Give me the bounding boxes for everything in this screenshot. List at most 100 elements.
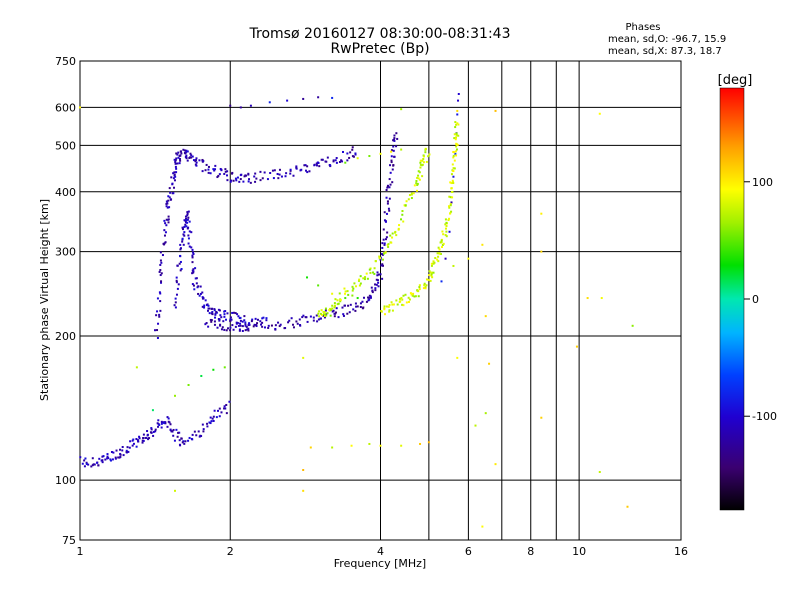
echo-point xyxy=(226,170,229,173)
echo-point xyxy=(445,225,448,228)
echo-point xyxy=(186,214,189,217)
echo-point xyxy=(455,145,458,148)
echo-point xyxy=(392,145,395,148)
echo-point xyxy=(236,176,239,179)
echo-point xyxy=(354,309,357,312)
echo-point xyxy=(407,296,410,299)
echo-point xyxy=(413,184,416,187)
echo-point xyxy=(429,279,432,282)
echo-point xyxy=(359,302,362,305)
echo-point xyxy=(216,326,219,329)
echo-point xyxy=(395,234,398,237)
echo-point xyxy=(324,307,327,310)
echo-point xyxy=(243,319,246,322)
echo-point xyxy=(195,157,198,160)
echo-point xyxy=(419,442,422,445)
echo-point xyxy=(261,317,264,320)
echo-point xyxy=(192,252,195,255)
echo-point xyxy=(186,227,189,230)
echo-point xyxy=(173,304,176,307)
echo-point xyxy=(315,164,318,167)
echo-point xyxy=(401,210,404,213)
echo-point xyxy=(154,329,157,332)
echo-point xyxy=(398,297,401,300)
echo-point xyxy=(393,137,396,140)
echo-point xyxy=(441,243,444,246)
echo-point xyxy=(289,168,292,171)
echo-point xyxy=(449,181,452,184)
echo-point xyxy=(159,259,162,262)
echo-point xyxy=(384,238,387,241)
echo-point xyxy=(176,153,179,156)
echo-point xyxy=(317,284,320,287)
echo-point xyxy=(359,275,362,278)
echo-point xyxy=(453,137,456,140)
echo-point xyxy=(445,221,448,224)
echo-point xyxy=(371,291,374,294)
echo-point xyxy=(402,294,405,297)
echo-point xyxy=(238,329,241,332)
echo-point xyxy=(117,456,120,459)
echo-point xyxy=(225,329,228,332)
echo-point xyxy=(150,428,153,431)
echo-point xyxy=(315,162,318,165)
echo-point xyxy=(319,317,322,320)
colorbar-label: [deg] xyxy=(718,73,753,88)
echo-point xyxy=(364,276,367,279)
echo-point xyxy=(151,409,154,412)
echo-point xyxy=(323,313,326,316)
echo-point xyxy=(278,168,281,171)
echo-point xyxy=(444,233,447,236)
echo-point xyxy=(449,212,452,215)
echo-point xyxy=(381,277,384,280)
echo-point xyxy=(211,307,214,310)
echo-point xyxy=(404,293,407,296)
echo-point xyxy=(456,109,459,112)
echo-point xyxy=(412,192,415,195)
echo-point xyxy=(377,281,380,284)
echo-point xyxy=(298,318,301,321)
echo-point xyxy=(273,169,276,172)
echo-point xyxy=(187,210,190,213)
echo-point xyxy=(359,282,362,285)
echo-point xyxy=(339,299,342,302)
echo-point xyxy=(241,325,244,328)
echo-point xyxy=(204,169,207,172)
echo-point xyxy=(177,151,180,154)
echo-point xyxy=(431,276,434,279)
echo-point xyxy=(413,295,416,298)
echo-point xyxy=(244,174,247,177)
echo-point xyxy=(386,202,389,205)
echo-point xyxy=(295,166,298,169)
echo-point xyxy=(453,159,456,162)
echo-point xyxy=(368,442,371,445)
echo-point xyxy=(253,175,256,178)
echo-point xyxy=(456,113,459,116)
echo-point xyxy=(354,153,357,156)
echo-point xyxy=(383,219,386,222)
echo-point xyxy=(173,439,176,442)
echo-point xyxy=(179,254,182,257)
echo-point xyxy=(305,316,308,319)
echo-point xyxy=(141,439,144,442)
echo-point xyxy=(208,307,211,310)
echo-point xyxy=(142,437,145,440)
echo-point xyxy=(201,291,204,294)
echo-point xyxy=(173,489,176,492)
echo-point xyxy=(164,421,167,424)
echo-point xyxy=(304,164,307,167)
echo-point xyxy=(163,234,166,237)
echo-point xyxy=(194,159,197,162)
echo-point xyxy=(385,212,388,215)
echo-point xyxy=(175,293,178,296)
echo-point xyxy=(280,175,283,178)
echo-point xyxy=(183,231,186,234)
echo-point xyxy=(166,416,169,419)
echo-point xyxy=(176,264,179,267)
echo-point xyxy=(158,424,161,427)
echo-point xyxy=(234,312,237,315)
echo-point xyxy=(398,224,401,227)
echo-point xyxy=(211,310,214,313)
echo-point xyxy=(131,439,134,442)
echo-point xyxy=(321,158,324,161)
